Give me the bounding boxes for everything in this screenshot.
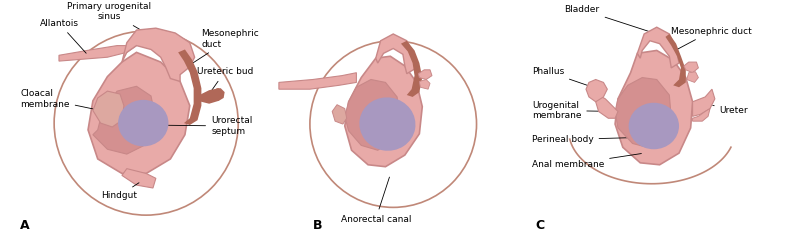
Polygon shape	[178, 49, 202, 125]
Polygon shape	[345, 56, 422, 167]
Polygon shape	[638, 27, 679, 68]
Text: Mesonephric duct: Mesonephric duct	[671, 27, 752, 49]
Polygon shape	[684, 62, 698, 73]
Text: Anorectal canal: Anorectal canal	[341, 177, 411, 223]
Polygon shape	[419, 80, 430, 89]
Text: Primary urogenital
sinus: Primary urogenital sinus	[67, 2, 151, 34]
Text: Bladder: Bladder	[565, 5, 654, 33]
Polygon shape	[59, 46, 137, 61]
Polygon shape	[418, 70, 432, 80]
Polygon shape	[211, 88, 225, 101]
Polygon shape	[198, 88, 222, 104]
Polygon shape	[376, 34, 417, 74]
Text: Urorectal
septum: Urorectal septum	[149, 116, 253, 136]
Text: Cloacal
membrane: Cloacal membrane	[20, 89, 98, 110]
Polygon shape	[615, 77, 671, 147]
Polygon shape	[586, 80, 607, 102]
Text: Allantois: Allantois	[40, 19, 86, 53]
Polygon shape	[332, 105, 346, 124]
Text: C: C	[536, 219, 545, 232]
Polygon shape	[93, 86, 156, 154]
Ellipse shape	[629, 103, 679, 149]
Polygon shape	[693, 109, 710, 121]
Polygon shape	[693, 89, 715, 116]
Text: Ureter: Ureter	[713, 105, 748, 115]
Polygon shape	[615, 51, 693, 165]
Text: Anal membrane: Anal membrane	[532, 154, 642, 169]
Text: B: B	[313, 219, 322, 232]
Text: Ureteric bud: Ureteric bud	[197, 67, 253, 92]
Polygon shape	[279, 73, 357, 89]
Polygon shape	[345, 80, 400, 150]
Ellipse shape	[359, 97, 415, 151]
Polygon shape	[122, 169, 156, 188]
Polygon shape	[596, 95, 618, 118]
Polygon shape	[401, 41, 422, 97]
Polygon shape	[666, 34, 686, 87]
Text: Perineal body: Perineal body	[532, 135, 630, 144]
Ellipse shape	[118, 100, 169, 146]
Polygon shape	[686, 72, 698, 82]
Text: Phallus: Phallus	[532, 67, 596, 88]
Polygon shape	[93, 91, 124, 127]
Text: Urogenital
membrane: Urogenital membrane	[532, 101, 615, 120]
Polygon shape	[122, 28, 194, 81]
Text: A: A	[20, 219, 30, 232]
Text: Hindgut: Hindgut	[101, 183, 139, 200]
Polygon shape	[88, 52, 190, 173]
Text: Mesonephric
duct: Mesonephric duct	[192, 29, 259, 63]
